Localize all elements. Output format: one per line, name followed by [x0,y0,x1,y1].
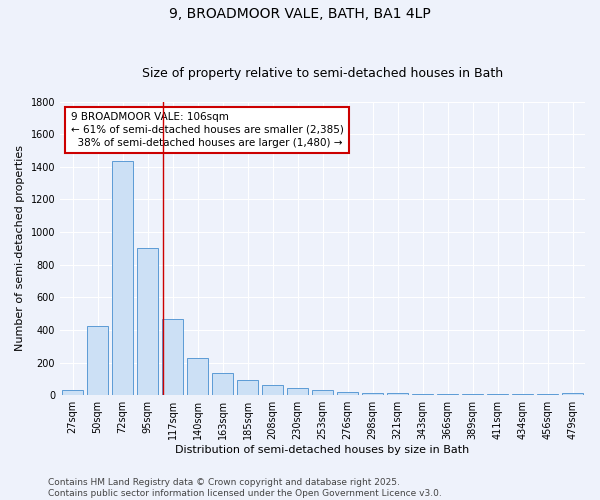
Text: Contains HM Land Registry data © Crown copyright and database right 2025.
Contai: Contains HM Land Registry data © Crown c… [48,478,442,498]
Bar [62,390,83,395]
Bar [412,394,433,395]
Bar [137,248,158,395]
Bar [262,384,283,395]
Bar [187,358,208,395]
Bar [512,394,533,395]
Bar [537,394,558,395]
Bar [237,380,258,395]
Bar [437,394,458,395]
Bar [562,393,583,395]
Bar [287,388,308,395]
Bar [487,394,508,395]
Bar [112,161,133,395]
Text: 9, BROADMOOR VALE, BATH, BA1 4LP: 9, BROADMOOR VALE, BATH, BA1 4LP [169,8,431,22]
Bar [212,373,233,395]
Bar [462,394,483,395]
Bar [362,393,383,395]
Bar [337,392,358,395]
Bar [162,320,183,395]
Y-axis label: Number of semi-detached properties: Number of semi-detached properties [15,146,25,352]
Bar [387,394,408,395]
Bar [312,390,333,395]
Text: 9 BROADMOOR VALE: 106sqm
← 61% of semi-detached houses are smaller (2,385)
  38%: 9 BROADMOOR VALE: 106sqm ← 61% of semi-d… [71,112,343,148]
Title: Size of property relative to semi-detached houses in Bath: Size of property relative to semi-detach… [142,66,503,80]
Bar [87,326,108,395]
X-axis label: Distribution of semi-detached houses by size in Bath: Distribution of semi-detached houses by … [175,445,470,455]
